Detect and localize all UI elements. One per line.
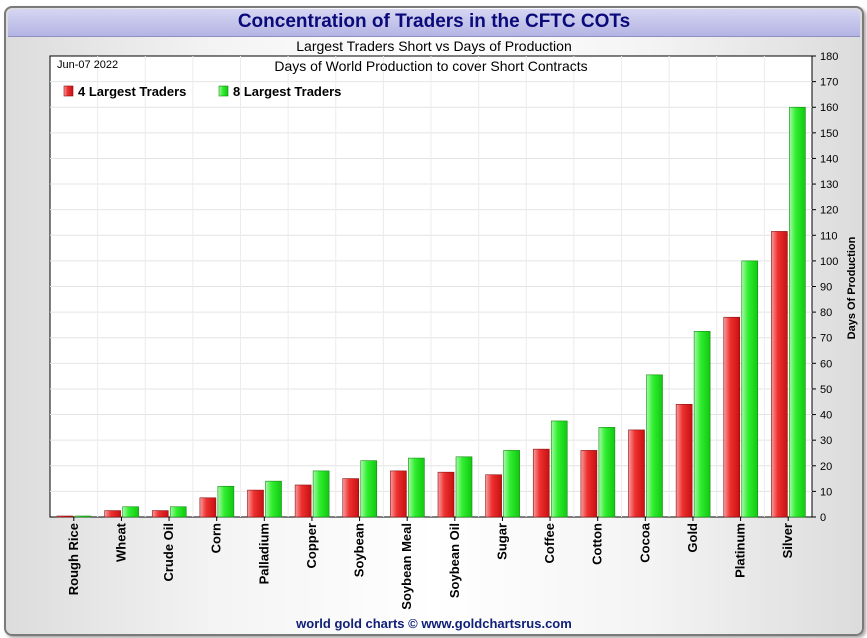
x-tick-label: Platinum	[733, 523, 748, 578]
bar	[723, 316, 741, 518]
legend: 4 Largest Traders 8 Largest Traders	[63, 84, 341, 99]
x-tick-label: Soybean	[352, 523, 367, 577]
y-tick-label: 60	[820, 358, 832, 370]
bars	[56, 106, 806, 518]
x-tick-label: Coffee	[542, 523, 557, 563]
y-axis: 0 10 20 30 40 50 60 70 80 90 100 110 120 130 140 150 160…	[812, 51, 838, 524]
x-tick-label: Soybean Meal	[399, 523, 414, 610]
bar	[151, 510, 169, 518]
bar	[550, 420, 568, 518]
bar	[312, 470, 330, 518]
chart-title: Days of World Production to cover Short …	[274, 58, 587, 74]
bar	[122, 506, 139, 518]
y-tick-label: 80	[820, 307, 832, 319]
y-tick-label: 160	[820, 102, 838, 114]
x-tick-label: Sugar	[494, 523, 509, 560]
x-tick-label: Rough Rice	[66, 523, 81, 595]
bar	[675, 404, 693, 518]
y-tick-label: 180	[820, 51, 838, 63]
bar	[437, 471, 455, 518]
bar	[455, 456, 473, 518]
bar	[56, 515, 74, 518]
legend-label: 8 Largest Traders	[233, 84, 341, 99]
main-title: Concentration of Traders in the CFTC COT…	[237, 11, 631, 32]
bar	[169, 506, 187, 518]
y-tick-label: 40	[820, 410, 832, 422]
x-tick-label: Palladium	[256, 523, 271, 584]
x-tick-label: Wheat	[113, 522, 128, 562]
bar	[408, 457, 425, 518]
bar	[294, 484, 312, 518]
bar	[342, 478, 360, 518]
bar	[771, 231, 788, 518]
title-bar: Concentration of Traders in the CFTC COT…	[8, 9, 860, 37]
chart-frame: Concentration of Traders in the CFTC COT…	[4, 6, 864, 636]
bar	[628, 429, 645, 518]
bar	[693, 331, 711, 518]
bar	[390, 470, 407, 518]
x-tick-label: Cotton	[590, 523, 605, 565]
bar	[503, 450, 520, 518]
chart-date-label: Jun-07 2022	[57, 59, 118, 71]
x-tick-label: Cocoa	[637, 522, 652, 563]
x-tick-label: Gold	[685, 523, 700, 553]
x-tick-label: Crude Oil	[161, 523, 176, 582]
bar	[217, 485, 235, 518]
y-tick-label: 90	[820, 282, 832, 294]
x-axis: Rough Rice Wheat Crude Oil Corn Palladium Cop…	[66, 517, 795, 610]
y-tick-label: 30	[820, 435, 832, 447]
bar	[265, 480, 282, 518]
bar	[199, 497, 217, 518]
y-tick-label: 70	[820, 333, 832, 345]
bar	[646, 374, 663, 518]
y-tick-label: 110	[820, 230, 838, 242]
bar	[247, 489, 264, 518]
bar	[485, 474, 502, 518]
bar	[360, 460, 378, 518]
bar	[74, 515, 92, 518]
y-axis-label: Days Of Production	[846, 236, 858, 339]
x-tick-label: Copper	[304, 523, 319, 569]
legend-label: 4 Largest Traders	[78, 84, 186, 99]
x-tick-label: Silver	[780, 523, 795, 558]
legend-swatch	[63, 85, 74, 97]
y-tick-label: 50	[820, 384, 832, 396]
y-tick-label: 0	[820, 512, 826, 524]
bar	[741, 260, 759, 518]
bar	[580, 450, 598, 518]
bar	[789, 106, 806, 518]
legend-swatch	[218, 85, 229, 97]
y-tick-label: 10	[820, 486, 832, 498]
bar-chart: 0 10 20 30 40 50 60 70 80 90 100 110 120 130 140 150 160…	[49, 51, 858, 610]
chart-subtitle: Largest Traders Short vs Days of Product…	[296, 38, 572, 54]
y-tick-label: 100	[820, 256, 838, 268]
y-tick-label: 150	[820, 128, 838, 140]
y-tick-label: 170	[820, 77, 838, 89]
bar	[104, 510, 121, 518]
bar	[598, 427, 616, 518]
bar	[532, 448, 550, 518]
footer-credit: world gold charts © www.goldchartsrus.co…	[296, 616, 572, 631]
y-tick-label: 140	[820, 153, 838, 165]
y-tick-label: 20	[820, 461, 832, 473]
x-tick-label: Soybean Oil	[447, 523, 462, 598]
y-tick-label: 130	[820, 179, 838, 191]
y-tick-label: 120	[820, 205, 838, 217]
x-tick-label: Corn	[209, 523, 224, 553]
